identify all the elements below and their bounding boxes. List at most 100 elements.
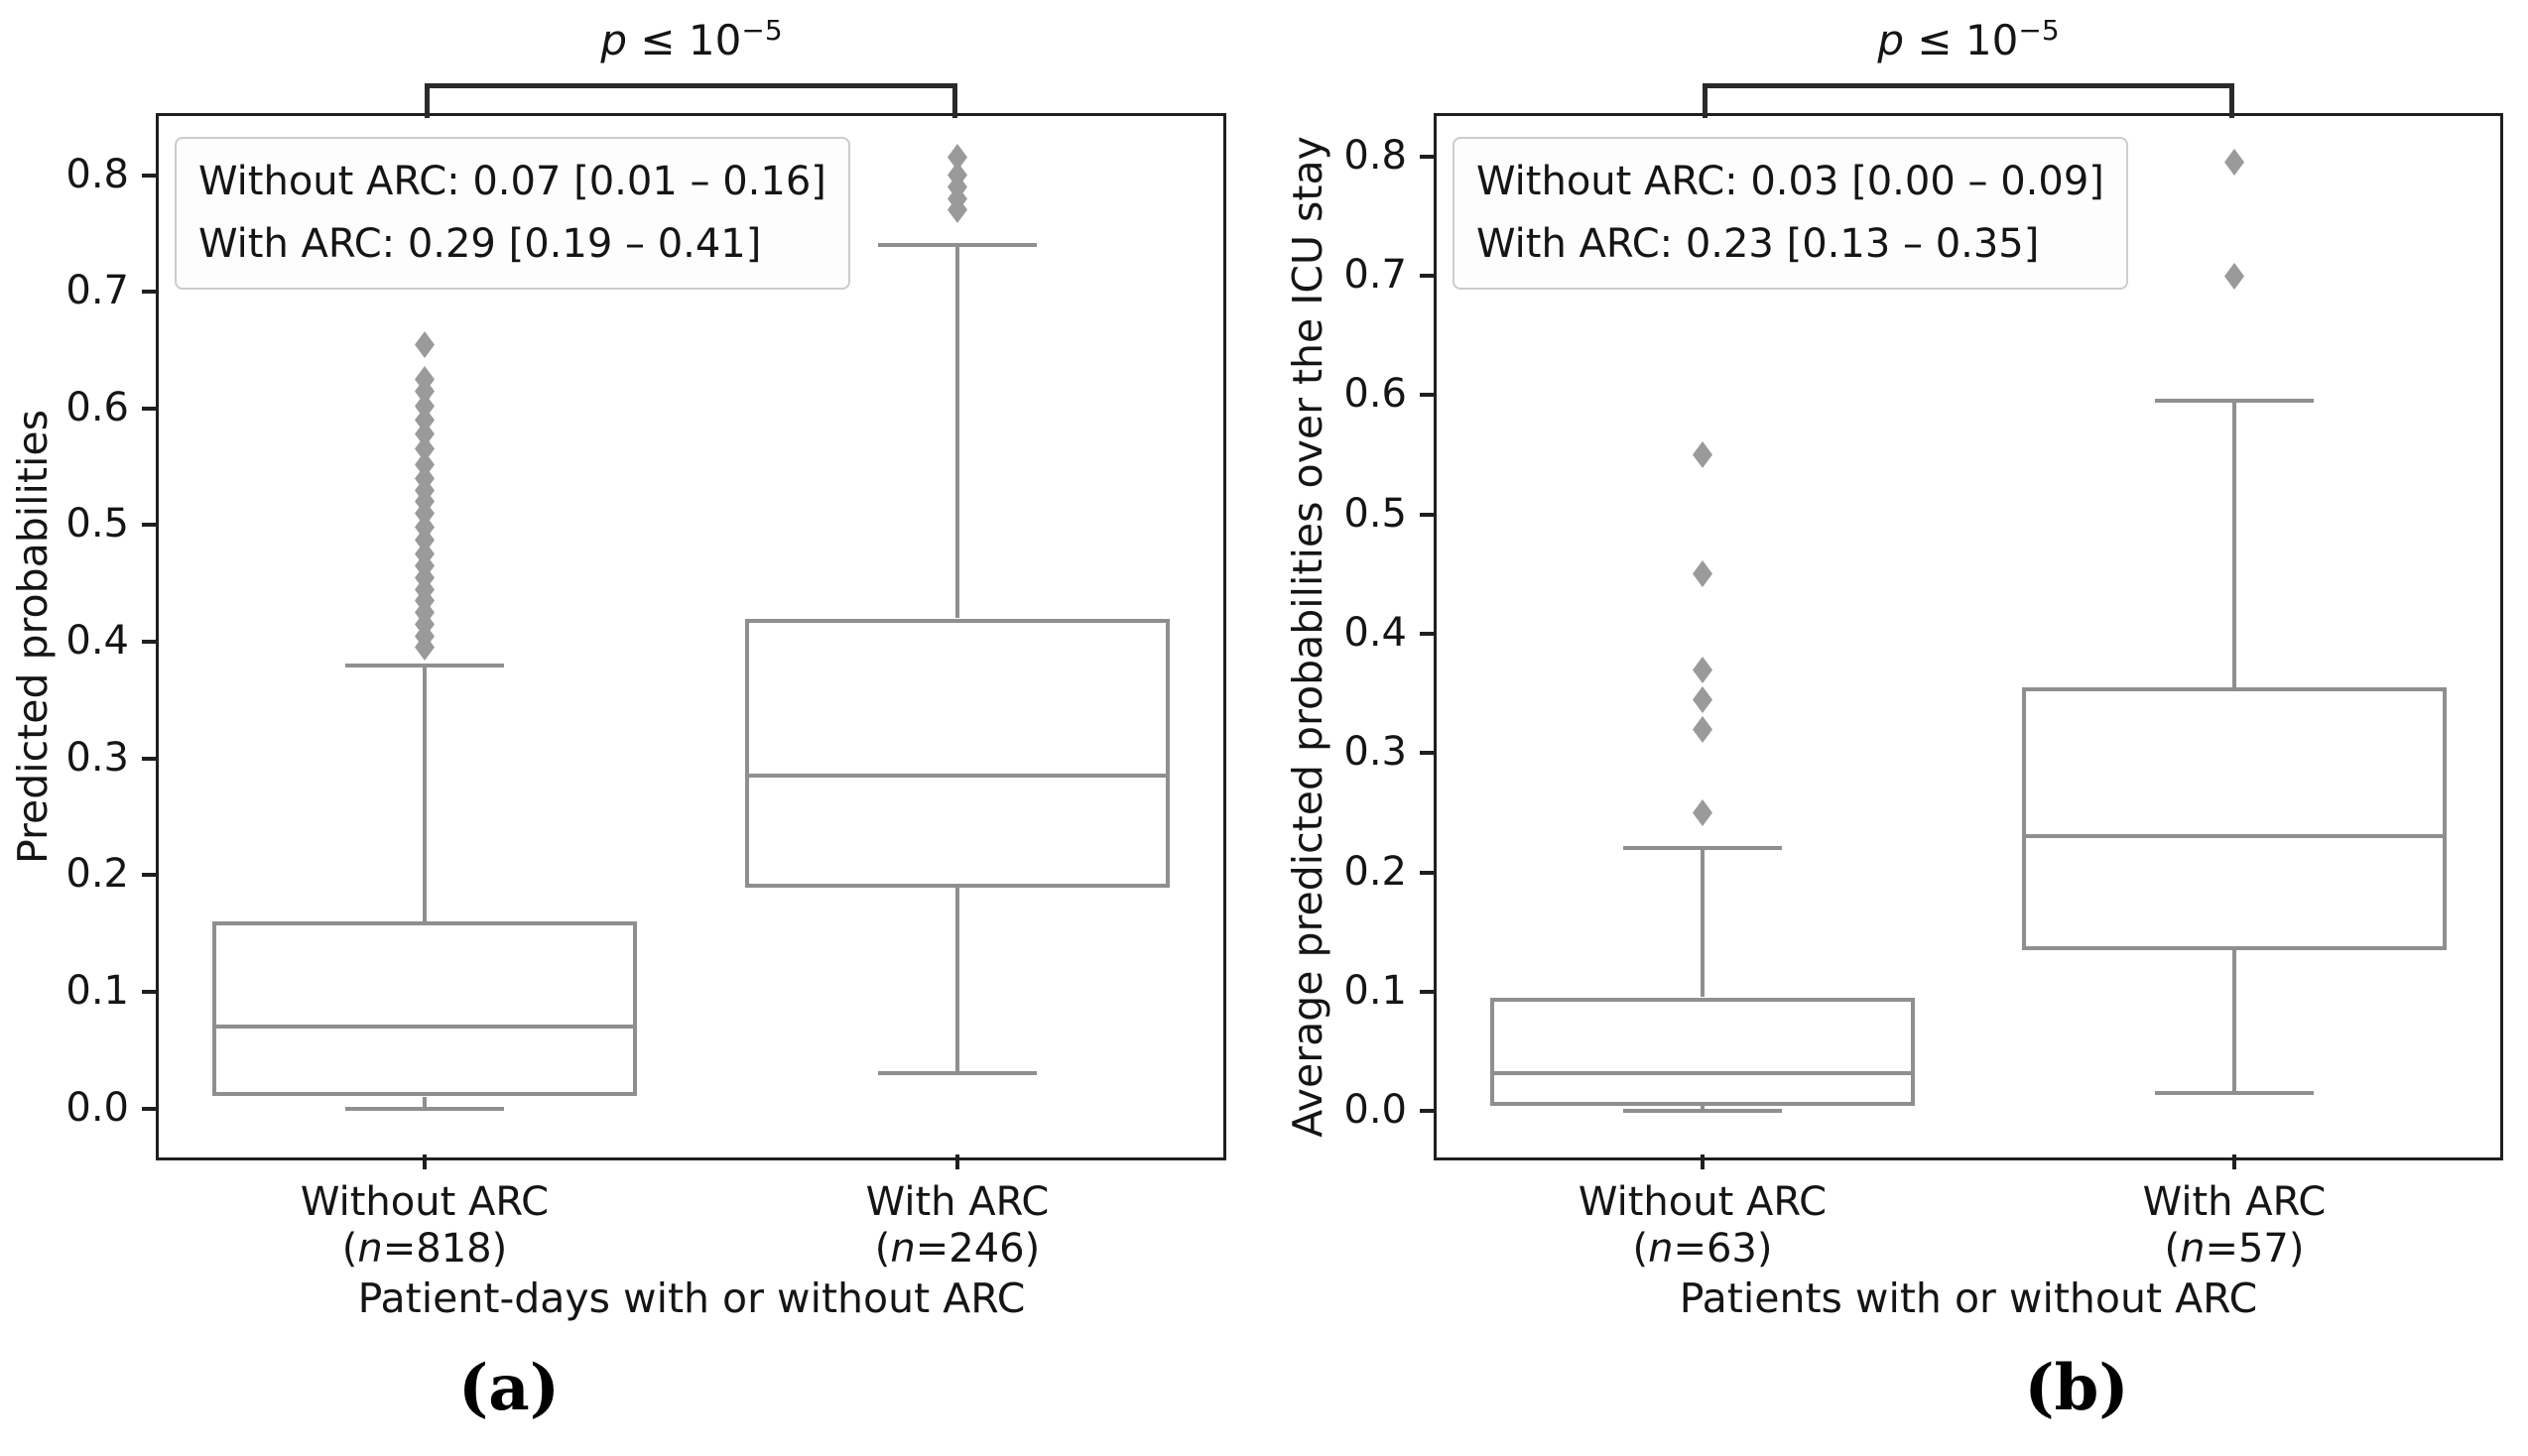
p-value-annotation: p ≤ 10−5 bbox=[1877, 14, 2060, 64]
x-tick-mark bbox=[423, 1154, 427, 1169]
y-tick-label: 0.5 bbox=[1343, 491, 1407, 537]
y-tick-label: 0.8 bbox=[1343, 133, 1407, 179]
lower-whisker bbox=[955, 887, 959, 1073]
y-tick-mark bbox=[1420, 393, 1435, 397]
lower-whisker bbox=[423, 1097, 427, 1109]
outlier-diamond bbox=[415, 451, 435, 478]
category-n-count: (n=246) bbox=[874, 1226, 1041, 1273]
category-n-count: (n=63) bbox=[1632, 1226, 1773, 1273]
outlier-diamond bbox=[415, 541, 435, 567]
y-tick-label: 0.2 bbox=[65, 851, 129, 897]
y-tick-mark bbox=[1420, 871, 1435, 875]
y-tick-label: 0.0 bbox=[1343, 1087, 1407, 1133]
x-tick-mark bbox=[1701, 1154, 1705, 1169]
y-tick-mark bbox=[142, 523, 157, 527]
upper-whisker bbox=[2232, 401, 2236, 687]
category-name: With ARC bbox=[865, 1179, 1050, 1225]
outlier-diamond bbox=[2224, 263, 2244, 290]
iqr-box bbox=[745, 619, 1170, 888]
y-tick-label: 0.7 bbox=[1343, 252, 1407, 298]
lower-whisker-cap bbox=[345, 1107, 504, 1111]
category-label: Without ARC (n=63) bbox=[1579, 1179, 1827, 1273]
lower-whisker-cap bbox=[2155, 1091, 2314, 1095]
significance-bracket-right bbox=[2229, 83, 2234, 118]
outlier-diamond bbox=[415, 393, 435, 420]
y-tick-mark bbox=[1420, 274, 1435, 278]
outlier-diamond bbox=[1693, 686, 1712, 713]
category-n-count: (n=818) bbox=[341, 1226, 508, 1273]
significance-bracket-top bbox=[1703, 83, 2234, 88]
lower-whisker bbox=[1701, 1106, 1705, 1111]
subfigure-caption-a: (a) bbox=[457, 1351, 561, 1425]
y-tick-mark bbox=[1420, 751, 1435, 755]
median-line bbox=[1494, 1071, 1911, 1075]
y-tick-mark bbox=[1420, 155, 1435, 159]
y-tick-label: 0.6 bbox=[65, 385, 129, 430]
outlier-diamond bbox=[415, 514, 435, 541]
category-name: Without ARC bbox=[1578, 1179, 1828, 1225]
y-tick-label: 0.5 bbox=[65, 501, 129, 546]
significance-bracket-left bbox=[425, 83, 430, 118]
upper-whisker bbox=[1701, 848, 1705, 997]
y-tick-mark bbox=[142, 290, 157, 294]
category-label: With ARC (n=246) bbox=[866, 1179, 1050, 1273]
y-tick-mark bbox=[142, 174, 157, 178]
y-tick-mark bbox=[1420, 632, 1435, 636]
iqr-box bbox=[212, 921, 637, 1096]
outlier-diamond bbox=[1693, 441, 1712, 468]
y-tick-mark bbox=[142, 640, 157, 644]
axes-frame bbox=[156, 113, 1226, 1160]
upper-whisker-cap bbox=[345, 664, 504, 667]
y-tick-label: 0.3 bbox=[65, 735, 129, 781]
x-axis-label: Patients with or without ARC bbox=[1679, 1274, 2258, 1322]
category-name: With ARC bbox=[2142, 1179, 2327, 1225]
stats-legend: Without ARC: 0.07 [0.01 – 0.16] With ARC:… bbox=[175, 137, 850, 291]
y-tick-mark bbox=[142, 407, 157, 411]
iqr-box bbox=[2022, 687, 2447, 950]
outlier-diamond bbox=[2224, 149, 2244, 176]
y-tick-label: 0.8 bbox=[65, 152, 129, 197]
y-tick-label: 0.6 bbox=[1343, 371, 1407, 417]
outlier-diamond bbox=[415, 366, 435, 393]
y-tick-label: 0.3 bbox=[1343, 729, 1407, 775]
significance-bracket-left bbox=[1703, 83, 1707, 118]
category-n-count: (n=57) bbox=[2164, 1226, 2305, 1273]
y-tick-mark bbox=[142, 1107, 157, 1111]
category-name: Without ARC bbox=[300, 1179, 550, 1225]
x-axis-label: Patient-days with or without ARC bbox=[357, 1274, 1026, 1322]
category-label: With ARC (n=57) bbox=[2143, 1179, 2327, 1273]
y-tick-mark bbox=[142, 873, 157, 877]
significance-bracket-top bbox=[425, 83, 957, 88]
y-axis-label: Average predicted probabilities over the… bbox=[1284, 136, 1331, 1138]
p-value-annotation: p ≤ 10−5 bbox=[600, 14, 783, 64]
median-line bbox=[749, 774, 1166, 778]
y-axis-label: Predicted probabilities bbox=[9, 410, 57, 864]
subfigure-caption-b: (b) bbox=[2024, 1351, 2129, 1425]
y-tick-label: 0.4 bbox=[1343, 610, 1407, 656]
y-tick-mark bbox=[142, 757, 157, 761]
upper-whisker bbox=[955, 245, 959, 618]
outlier-diamond bbox=[415, 407, 435, 433]
legend-line: With ARC: 0.29 [0.19 – 0.41] bbox=[198, 221, 762, 268]
y-tick-mark bbox=[1420, 513, 1435, 517]
axes-frame bbox=[1434, 113, 2503, 1160]
upper-whisker-cap bbox=[2155, 399, 2314, 403]
outlier-diamond bbox=[1693, 799, 1712, 826]
outlier-diamond bbox=[415, 435, 435, 462]
y-tick-label: 0.0 bbox=[65, 1085, 129, 1131]
x-tick-mark bbox=[2232, 1154, 2236, 1169]
lower-whisker-cap bbox=[1623, 1109, 1782, 1113]
category-label: Without ARC (n=818) bbox=[301, 1179, 549, 1273]
y-tick-label: 0.4 bbox=[65, 618, 129, 664]
y-tick-label: 0.2 bbox=[1343, 849, 1407, 895]
legend-line: Without ARC: 0.07 [0.01 – 0.16] bbox=[198, 159, 826, 204]
outlier-diamond bbox=[1693, 657, 1712, 683]
x-tick-mark bbox=[955, 1154, 959, 1169]
outlier-diamond bbox=[1693, 560, 1712, 587]
upper-whisker-cap bbox=[1623, 846, 1782, 850]
y-tick-label: 0.1 bbox=[1343, 968, 1407, 1014]
lower-whisker-cap bbox=[878, 1071, 1037, 1075]
outlier-diamond bbox=[948, 144, 967, 171]
stats-legend: Without ARC: 0.03 [0.00 – 0.09] With ARC:… bbox=[1453, 137, 2128, 291]
